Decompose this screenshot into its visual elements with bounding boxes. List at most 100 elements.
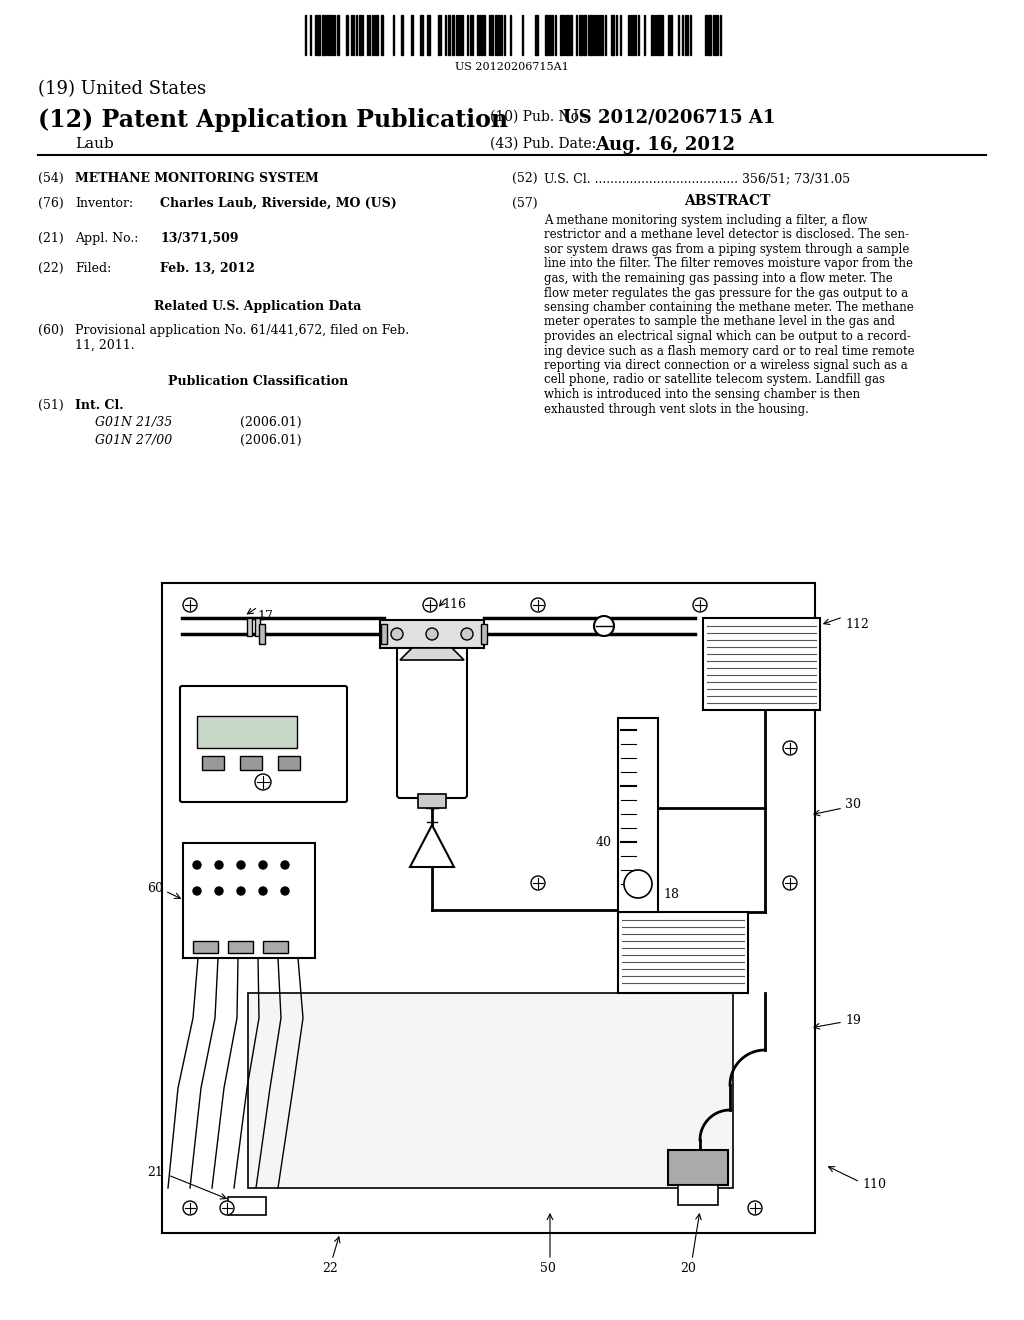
Text: Publication Classification: Publication Classification: [168, 375, 348, 388]
Bar: [247, 618, 252, 636]
Bar: [228, 1197, 266, 1214]
Bar: [278, 756, 300, 770]
Bar: [498, 15, 500, 55]
Bar: [197, 715, 297, 748]
Bar: [427, 15, 430, 55]
Text: Charles Laub, Riverside, MO (US): Charles Laub, Riverside, MO (US): [160, 197, 396, 210]
Circle shape: [461, 628, 473, 640]
Text: 11, 2011.: 11, 2011.: [75, 339, 134, 352]
Bar: [452, 15, 454, 55]
Bar: [380, 620, 484, 648]
Circle shape: [281, 861, 289, 869]
Text: Feb. 13, 2012: Feb. 13, 2012: [160, 261, 255, 275]
Text: (52): (52): [512, 172, 538, 185]
Circle shape: [391, 628, 403, 640]
Text: sor system draws gas from a piping system through a sample: sor system draws gas from a piping syste…: [544, 243, 909, 256]
Bar: [705, 15, 707, 55]
Text: 20: 20: [680, 1262, 696, 1275]
Text: 22: 22: [323, 1262, 338, 1275]
Text: 21: 21: [147, 1166, 163, 1179]
Bar: [618, 718, 658, 912]
Bar: [481, 624, 487, 644]
Text: provides an electrical signal which can be output to a record-: provides an electrical signal which can …: [544, 330, 911, 343]
Text: ABSTRACT: ABSTRACT: [684, 194, 770, 209]
Text: (2006.01): (2006.01): [240, 434, 302, 447]
Text: 40: 40: [596, 837, 612, 850]
Text: gas, with the remaining gas passing into a flow meter. The: gas, with the remaining gas passing into…: [544, 272, 893, 285]
Text: which is introduced into the sensing chamber is then: which is introduced into the sensing cha…: [544, 388, 860, 401]
Bar: [193, 941, 218, 953]
Text: line into the filter. The filter removes moisture vapor from the: line into the filter. The filter removes…: [544, 257, 913, 271]
Text: 116: 116: [442, 598, 466, 611]
Circle shape: [281, 887, 289, 895]
Bar: [549, 15, 551, 55]
Text: (43) Pub. Date:: (43) Pub. Date:: [490, 137, 596, 150]
Text: METHANE MONITORING SYSTEM: METHANE MONITORING SYSTEM: [75, 172, 318, 185]
Circle shape: [748, 1201, 762, 1214]
Bar: [583, 15, 586, 55]
Text: Laub: Laub: [75, 137, 114, 150]
Text: (60): (60): [38, 323, 63, 337]
Bar: [670, 15, 672, 55]
Bar: [322, 15, 325, 55]
Circle shape: [255, 774, 271, 789]
Bar: [240, 756, 262, 770]
Bar: [337, 15, 339, 55]
Text: 17: 17: [257, 610, 272, 623]
Text: US 2012/0206715 A1: US 2012/0206715 A1: [563, 110, 775, 127]
Text: G01N 21/35: G01N 21/35: [95, 416, 172, 429]
Text: (54): (54): [38, 172, 63, 185]
Bar: [590, 15, 592, 55]
Text: restrictor and a methane level detector is disclosed. The sen-: restrictor and a methane level detector …: [544, 228, 909, 242]
Circle shape: [259, 861, 267, 869]
Bar: [566, 15, 569, 55]
Text: sensing chamber containing the methane meter. The methane: sensing chamber containing the methane m…: [544, 301, 913, 314]
Circle shape: [237, 861, 245, 869]
Circle shape: [426, 628, 438, 640]
Text: 50: 50: [540, 1262, 556, 1275]
Text: Inventor:: Inventor:: [75, 197, 133, 210]
Text: Int. Cl.: Int. Cl.: [75, 399, 124, 412]
Bar: [570, 15, 572, 55]
Circle shape: [783, 876, 797, 890]
Text: A methane monitoring system including a filter, a flow: A methane monitoring system including a …: [544, 214, 867, 227]
Bar: [597, 15, 599, 55]
Text: (76): (76): [38, 197, 63, 210]
Bar: [535, 15, 538, 55]
Circle shape: [237, 887, 245, 895]
Bar: [668, 1150, 728, 1185]
Circle shape: [220, 1201, 234, 1214]
Text: Appl. No.:: Appl. No.:: [75, 232, 138, 246]
Circle shape: [183, 1201, 197, 1214]
Circle shape: [594, 616, 614, 636]
Circle shape: [531, 598, 545, 612]
Text: 60: 60: [147, 882, 163, 895]
Circle shape: [215, 861, 223, 869]
Bar: [678, 1185, 718, 1205]
Text: Related U.S. Application Data: Related U.S. Application Data: [155, 300, 361, 313]
Text: Provisional application No. 61/441,672, filed on Feb.: Provisional application No. 61/441,672, …: [75, 323, 410, 337]
Bar: [658, 15, 662, 55]
Bar: [411, 15, 413, 55]
Text: 110: 110: [862, 1179, 886, 1192]
Circle shape: [193, 887, 201, 895]
Bar: [418, 795, 446, 808]
Text: (2006.01): (2006.01): [240, 416, 302, 429]
Bar: [328, 15, 331, 55]
Text: flow meter regulates the gas pressure for the gas output to a: flow meter regulates the gas pressure fo…: [544, 286, 908, 300]
Bar: [611, 15, 614, 55]
Text: ing device such as a flash memory card or to real time remote: ing device such as a flash memory card o…: [544, 345, 914, 358]
Circle shape: [783, 741, 797, 755]
Bar: [259, 624, 265, 644]
Bar: [359, 15, 361, 55]
Bar: [490, 15, 493, 55]
Bar: [618, 912, 748, 993]
Circle shape: [624, 870, 652, 898]
Circle shape: [215, 887, 223, 895]
FancyBboxPatch shape: [180, 686, 347, 803]
Bar: [202, 756, 224, 770]
Bar: [651, 15, 653, 55]
Text: (57): (57): [512, 197, 538, 210]
Bar: [248, 993, 733, 1188]
Bar: [632, 15, 634, 55]
